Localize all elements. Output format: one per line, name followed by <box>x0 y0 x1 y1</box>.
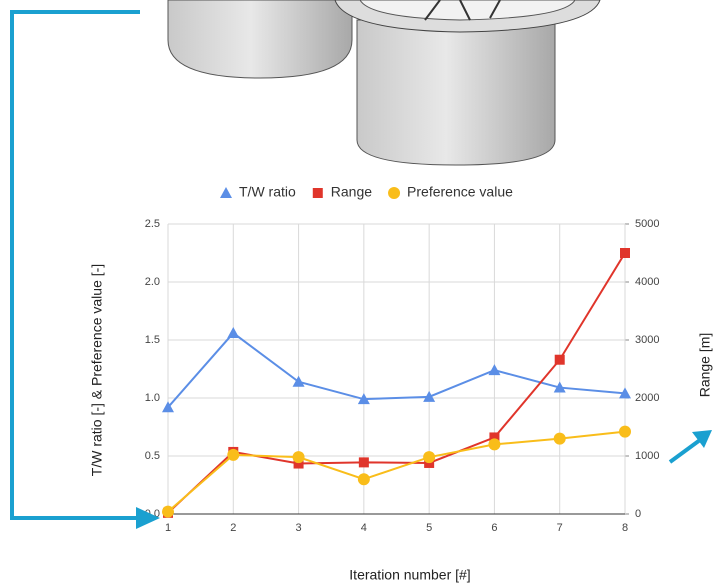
legend-label: Preference value <box>407 184 513 200</box>
series-line <box>168 253 625 513</box>
x-axis-label: Iteration number [#] <box>349 567 470 583</box>
point <box>554 433 566 445</box>
point <box>358 473 370 485</box>
y2-tick-label: 4000 <box>635 276 659 288</box>
y-tick-label: 0.5 <box>145 450 160 462</box>
point <box>423 451 435 463</box>
chart: Iteration number [#] T/W ratio [-] & Pre… <box>89 184 713 583</box>
x-tick-label: 6 <box>491 522 497 534</box>
y2-tick-label: 1000 <box>635 450 659 462</box>
render-3d <box>168 0 600 165</box>
x-tick-label: 3 <box>296 522 302 534</box>
series-line <box>168 333 625 407</box>
x-tick-label: 7 <box>557 522 563 534</box>
point <box>227 449 239 461</box>
point <box>619 426 631 438</box>
y-tick-label: 1.5 <box>145 334 160 346</box>
y2-tick-label: 3000 <box>635 334 659 346</box>
point <box>555 355 565 365</box>
point <box>227 327 239 338</box>
y-tick-label: 1.0 <box>145 392 160 404</box>
y-tick-label: 2.0 <box>145 276 160 288</box>
x-tick-label: 2 <box>230 522 236 534</box>
y2-tick-label: 5000 <box>635 218 659 230</box>
point <box>293 451 305 463</box>
figure: Iteration number [#] T/W ratio [-] & Pre… <box>0 0 716 588</box>
y-tick-label: 2.5 <box>145 218 160 230</box>
point <box>162 506 174 518</box>
x-tick-label: 8 <box>622 522 628 534</box>
legend-marker <box>388 187 400 199</box>
x-tick-label: 1 <box>165 522 171 534</box>
point <box>488 438 500 450</box>
x-tick-label: 4 <box>361 522 367 534</box>
legend-label: Range <box>331 184 372 200</box>
legend-marker <box>220 187 232 198</box>
y-axis-label: T/W ratio [-] & Preference value [-] <box>89 264 105 476</box>
y2-tick-label: 2000 <box>635 392 659 404</box>
legend-marker <box>313 188 323 198</box>
point <box>488 364 500 375</box>
series-line <box>168 432 625 512</box>
y2-axis-label: Range [m] <box>697 333 713 398</box>
legend-label: T/W ratio <box>239 184 296 200</box>
point <box>359 457 369 467</box>
point <box>620 248 630 258</box>
x-tick-label: 5 <box>426 522 432 534</box>
y2-tick-label: 0 <box>635 508 641 520</box>
